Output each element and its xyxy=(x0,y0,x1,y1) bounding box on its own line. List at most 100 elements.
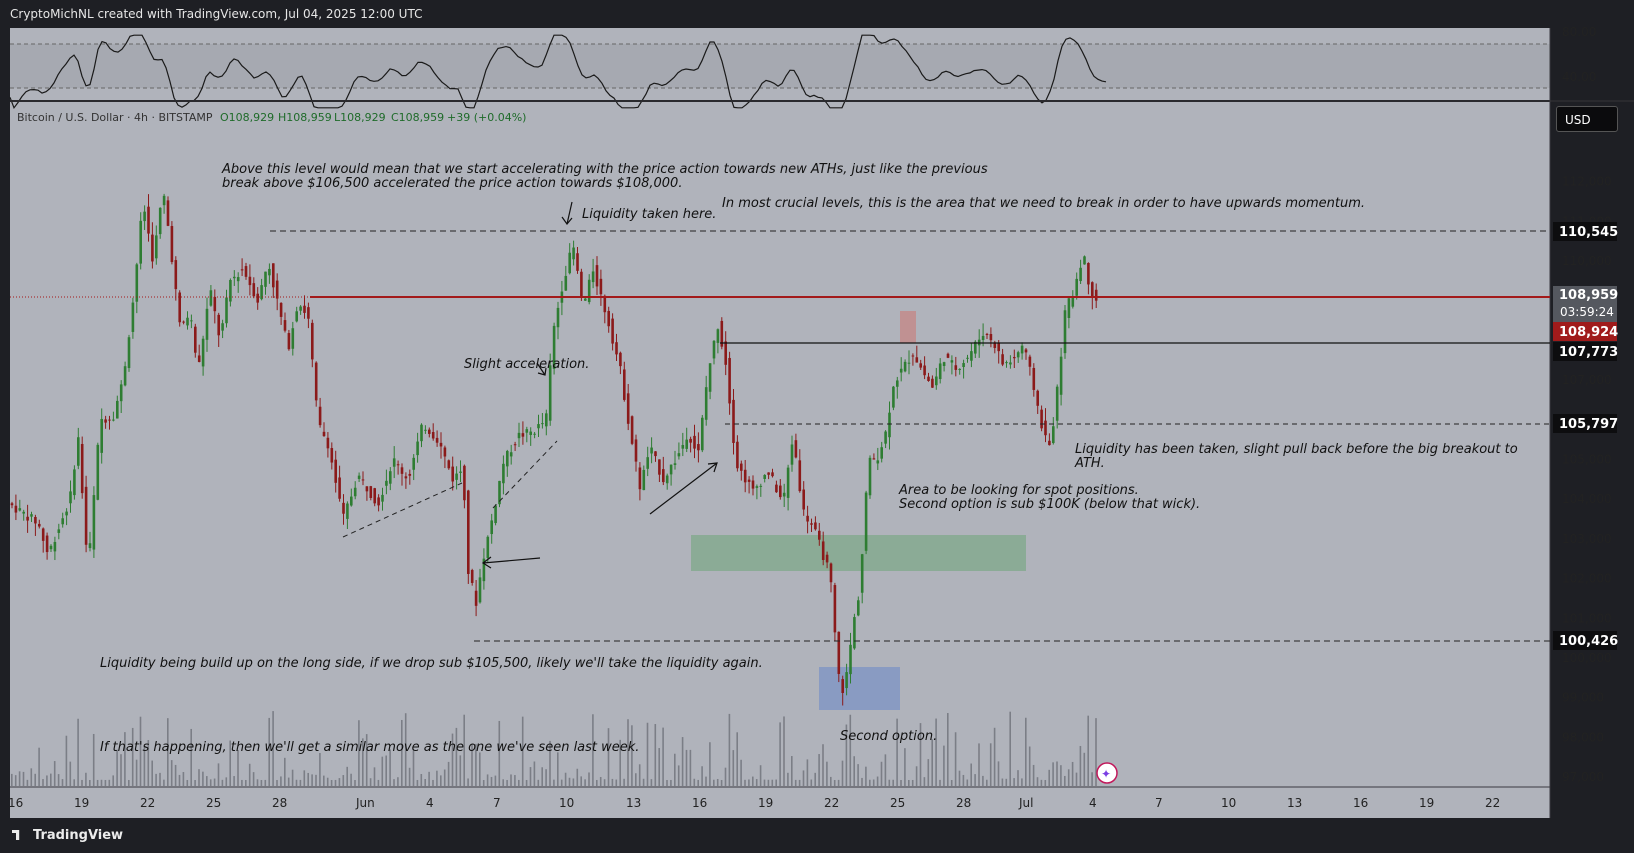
volume-bar xyxy=(108,779,111,786)
svg-text:✦: ✦ xyxy=(1101,767,1111,781)
volume-bar xyxy=(221,779,224,786)
candle-body xyxy=(96,444,100,500)
volume-bar xyxy=(272,711,274,786)
volume-bar xyxy=(163,779,165,786)
candle-body xyxy=(919,363,922,368)
volume-bar xyxy=(794,779,797,786)
candle-body xyxy=(548,365,552,421)
volume-bar xyxy=(720,780,723,786)
volume-bar xyxy=(30,768,33,786)
price-tick-label: 99,000 xyxy=(1562,691,1604,705)
volume-bar xyxy=(689,749,692,786)
candle-body xyxy=(18,508,22,511)
volume-bar xyxy=(151,760,153,786)
volume-bar xyxy=(685,749,688,786)
candle-body xyxy=(837,631,841,674)
candle-body xyxy=(584,298,587,301)
candle-body xyxy=(69,491,72,504)
candle-body xyxy=(790,444,794,465)
candle-body xyxy=(740,463,743,471)
volume-bar xyxy=(904,748,906,786)
svg-text:105,797: 105,797 xyxy=(1559,417,1618,432)
volume-bar xyxy=(490,776,493,786)
candle-body xyxy=(743,469,747,483)
candle-body xyxy=(10,503,14,506)
arrow-left xyxy=(481,556,541,569)
volume-bar xyxy=(783,716,785,786)
candle-body xyxy=(681,444,685,449)
candle-body xyxy=(166,200,170,226)
candle-body xyxy=(716,329,720,343)
candle-body xyxy=(915,357,919,363)
volume-bar xyxy=(732,750,735,786)
legend-high: H108,959 xyxy=(278,111,332,124)
red-block xyxy=(900,311,916,343)
candle-body xyxy=(1059,356,1063,395)
candle-body xyxy=(993,342,997,348)
volume-bar xyxy=(674,753,676,786)
volume-bar xyxy=(849,714,852,786)
sparkle-icon: ✦ xyxy=(1096,762,1118,784)
candle-body xyxy=(958,368,961,370)
candle-body xyxy=(357,475,361,479)
candle-body xyxy=(997,342,1000,352)
volume-bar xyxy=(1075,772,1078,786)
svg-text:110,545: 110,545 xyxy=(1559,225,1618,240)
candle-body xyxy=(104,419,107,423)
volume-bar xyxy=(755,779,758,786)
candle-body xyxy=(338,477,341,499)
volume-bar xyxy=(514,775,516,786)
candle-body xyxy=(14,505,18,513)
volume-bar xyxy=(529,767,532,786)
time-tick-label: 19 xyxy=(74,796,89,810)
candle-body xyxy=(1032,367,1036,390)
top-caption-bar: CryptoMichNL created with TradingView.co… xyxy=(0,0,1634,28)
candle-body xyxy=(311,322,314,360)
time-tick-label: 16 xyxy=(1353,796,1368,810)
volume-bar xyxy=(642,778,645,786)
candle-body xyxy=(892,386,895,408)
volume-bar xyxy=(1048,769,1050,786)
candle-body xyxy=(209,290,213,306)
candle-body xyxy=(26,516,29,521)
volume-bar xyxy=(1064,775,1066,786)
candle-body xyxy=(935,376,938,386)
candle-body xyxy=(498,480,501,505)
candle-body xyxy=(342,502,345,514)
volume-bar xyxy=(174,764,177,786)
candle-body xyxy=(720,320,724,347)
volume-bar xyxy=(420,774,423,786)
currency-button[interactable]: USD xyxy=(1556,106,1618,132)
price-tick-label: 112,000 xyxy=(1562,175,1612,189)
volume-bar xyxy=(752,776,754,786)
volume-bar xyxy=(549,740,551,786)
volume-bar xyxy=(459,755,462,786)
volume-bar xyxy=(818,754,820,786)
annotation-liquidity-taken: Liquidity taken here. xyxy=(582,207,716,222)
volume-bar xyxy=(135,759,138,786)
volume-bar xyxy=(155,773,157,786)
volume-bar xyxy=(354,780,356,786)
time-tick-label: 28 xyxy=(272,796,287,810)
volume-bar xyxy=(666,779,668,786)
volume-bar xyxy=(404,713,407,786)
candle-body xyxy=(923,365,926,376)
volume-bar xyxy=(900,779,902,786)
candle-body xyxy=(767,472,770,475)
volume-bar xyxy=(798,779,801,786)
volume-bar xyxy=(416,779,419,786)
candle-body xyxy=(143,211,146,222)
volume-bar xyxy=(436,770,438,786)
volume-bar xyxy=(100,779,103,786)
volume-bar xyxy=(518,779,520,786)
price-tick-label: 101,000 xyxy=(1562,611,1612,625)
volume-bar xyxy=(73,779,75,786)
candle-body xyxy=(556,307,560,328)
annotation-pullback-1: Liquidity has been taken, slight pull ba… xyxy=(1075,442,1518,457)
candle-body xyxy=(287,333,291,350)
candle-body xyxy=(552,325,556,369)
volume-bar xyxy=(311,774,313,786)
volume-bar xyxy=(69,761,72,786)
candle-body xyxy=(880,447,883,459)
volume-bar xyxy=(1060,765,1062,786)
